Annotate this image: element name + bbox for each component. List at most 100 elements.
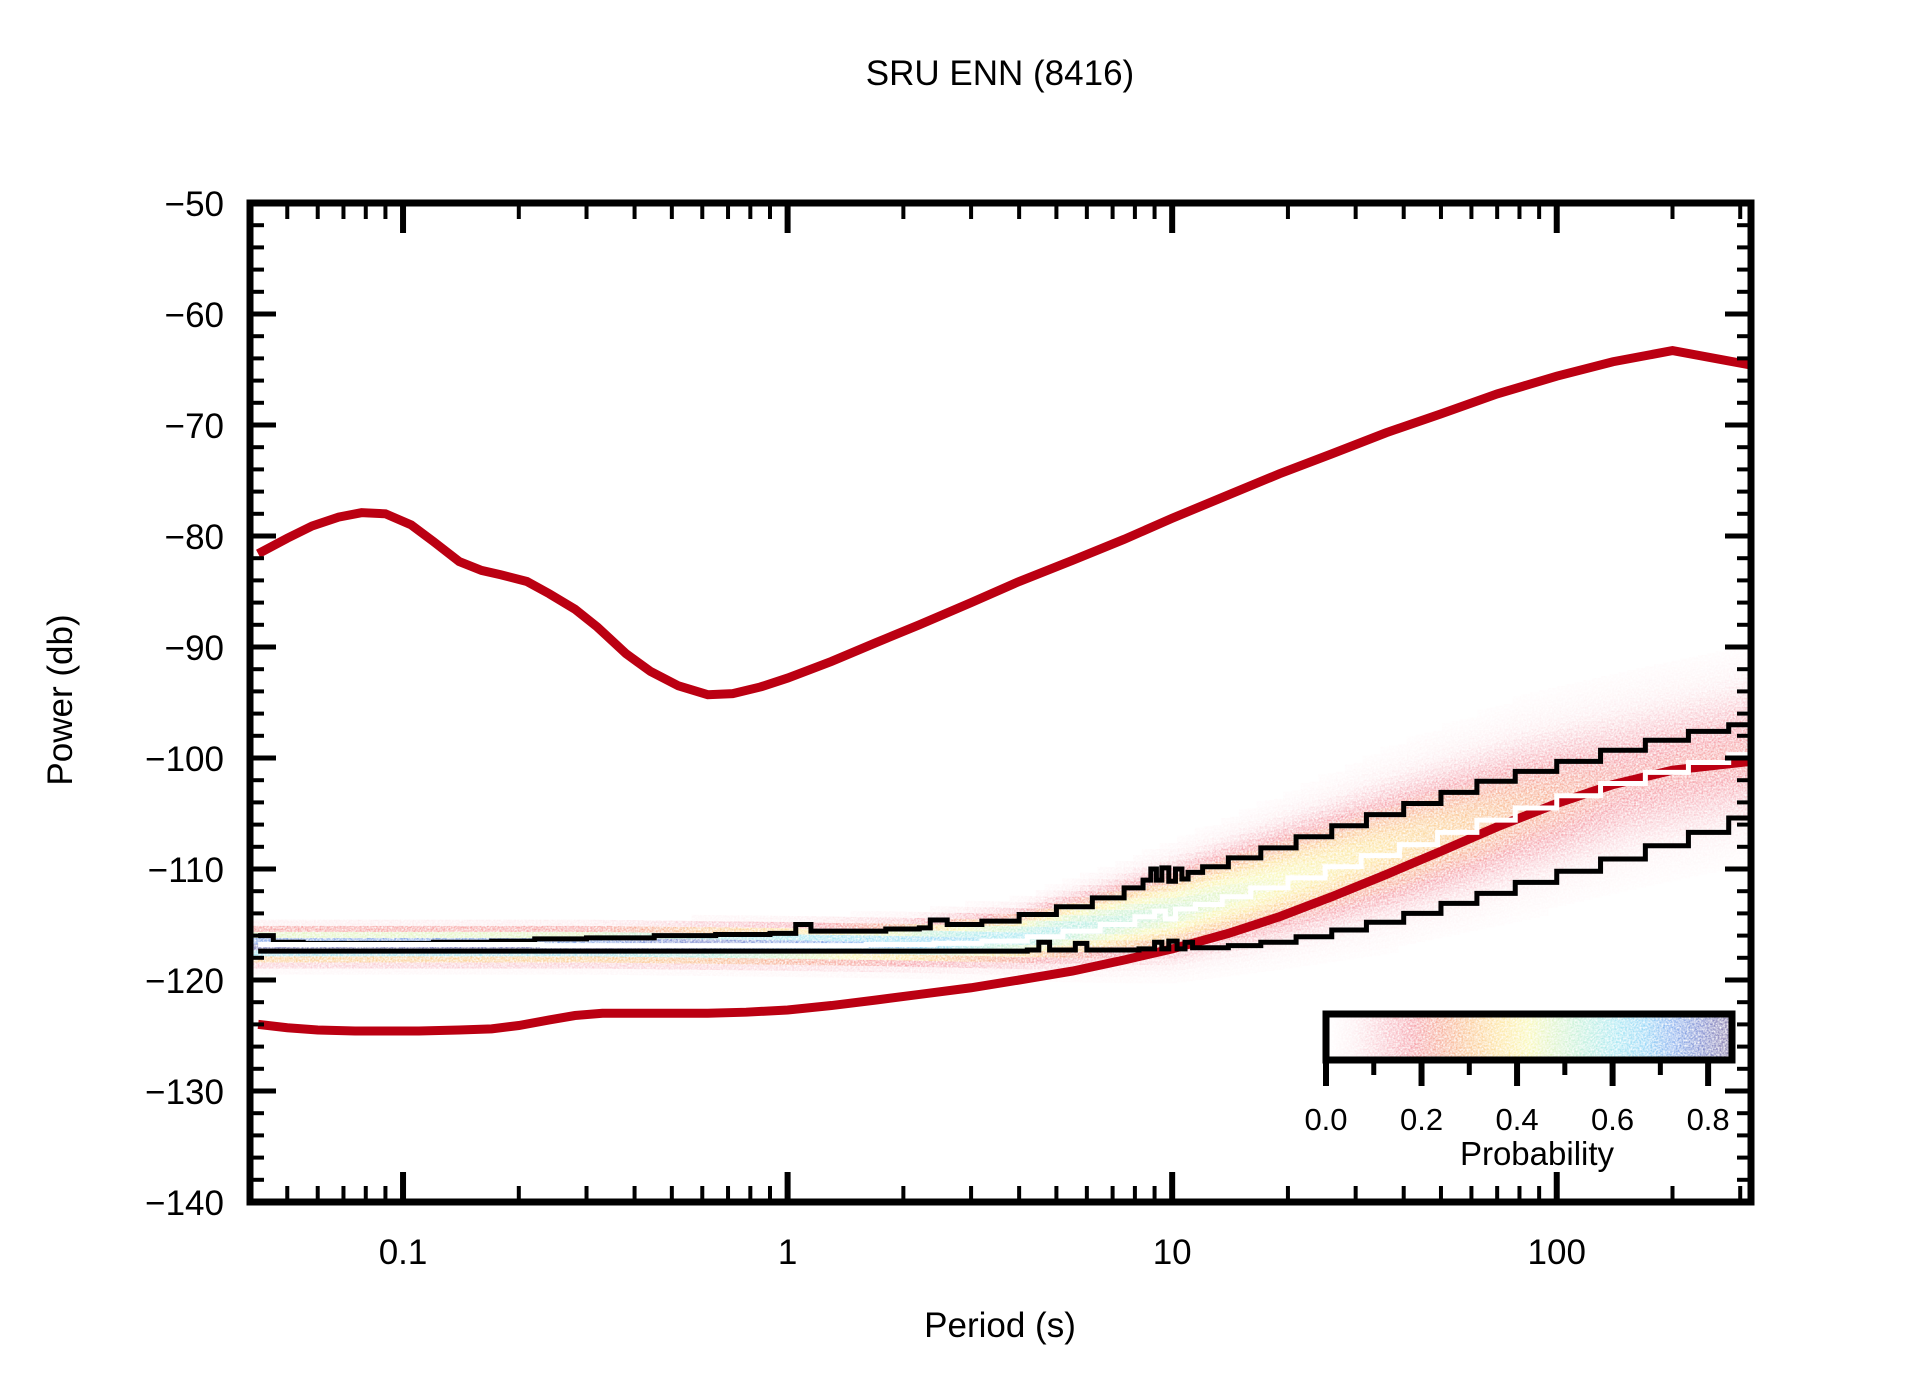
density-cell (1733, 794, 1743, 801)
density-cell (1397, 768, 1408, 775)
density-cell (1636, 668, 1646, 675)
density-cell (1362, 865, 1373, 872)
density-cell (1689, 864, 1699, 871)
density-cell (1079, 958, 1090, 965)
density-cell (1238, 882, 1249, 889)
density-cell (1406, 760, 1417, 767)
density-cell (921, 973, 931, 980)
density-cell (1636, 845, 1646, 852)
density-cell (1698, 868, 1708, 875)
density-cell (461, 968, 472, 975)
density-cell (1565, 830, 1576, 837)
density-cell (1291, 857, 1302, 864)
density-cell (267, 919, 278, 926)
density-cell (620, 968, 631, 976)
density-cell (1742, 859, 1751, 866)
density-cell (1592, 842, 1602, 849)
density-cell (294, 968, 304, 975)
density-cell (1609, 771, 1620, 778)
density-cell (1079, 884, 1090, 891)
density-cell (594, 962, 604, 969)
density-cell (1362, 767, 1373, 774)
density-cell (1494, 754, 1505, 761)
density-cell (250, 919, 260, 926)
colorbar-swatch (1699, 1014, 1703, 1060)
density-cell (1318, 914, 1328, 921)
density-cell (673, 920, 684, 927)
colorbar-swatch (1412, 1014, 1415, 1060)
density-cell (1309, 879, 1320, 886)
density-cell (726, 957, 737, 965)
density-cell (1035, 902, 1046, 909)
density-cell (1344, 874, 1355, 881)
density-cell (850, 971, 860, 978)
density-cell (841, 922, 852, 930)
density-cell (1397, 890, 1408, 897)
density-cell (506, 956, 516, 963)
density-cell (1441, 912, 1452, 919)
density-cell (1371, 888, 1381, 895)
density-cell (956, 961, 966, 968)
density-cell (1283, 864, 1293, 872)
density-cell (1742, 676, 1751, 683)
density-cell (956, 943, 966, 950)
density-cell (1441, 893, 1452, 900)
density-cell (1530, 863, 1540, 870)
density-cell (1371, 790, 1381, 797)
density-cell (550, 925, 560, 932)
density-cell (823, 916, 834, 923)
density-cell (1353, 909, 1364, 916)
density-cell (1653, 713, 1664, 720)
density-cell (1627, 700, 1637, 707)
density-cell (1309, 824, 1320, 831)
density-cell (1230, 957, 1240, 964)
density-cell (1397, 902, 1408, 910)
colorbar-swatch (1386, 1014, 1390, 1060)
density-cell (1388, 800, 1399, 807)
density-cell (1530, 905, 1540, 912)
density-cell (1177, 976, 1187, 983)
colorbar-swatch (1662, 1014, 1666, 1060)
density-cell (762, 927, 772, 934)
density-cell (770, 952, 781, 959)
density-cell (1441, 741, 1452, 748)
density-cell (1159, 952, 1169, 960)
density-cell (1609, 765, 1620, 772)
density-cell (1168, 861, 1178, 868)
density-cell (585, 968, 596, 975)
colorbar-swatch (1645, 1014, 1649, 1060)
x-tick-labels: 0.1 1 10 100 (379, 1233, 1586, 1272)
density-cell (700, 921, 710, 928)
density-cell (567, 919, 578, 926)
density-cell (1353, 921, 1364, 928)
density-cell (1486, 756, 1496, 763)
density-cell (1265, 909, 1275, 917)
density-cell (709, 945, 719, 952)
density-cell (285, 962, 295, 969)
density-cell (1336, 796, 1346, 803)
density-cell (1706, 817, 1717, 825)
density-cell (320, 944, 331, 951)
density-cell (1212, 953, 1222, 960)
density-cell (1565, 873, 1576, 880)
density-cell (1600, 889, 1611, 896)
density-cell (1742, 847, 1751, 854)
density-cell (1415, 752, 1426, 759)
density-cell (1547, 840, 1558, 847)
density-cell (700, 927, 710, 934)
density-cell (1238, 956, 1249, 963)
density-cell (1053, 927, 1064, 934)
density-cell (762, 933, 772, 941)
density-cell (1397, 793, 1408, 800)
density-cell (1477, 764, 1487, 771)
density-cell (806, 934, 816, 941)
density-cell (1494, 876, 1505, 883)
density-cell (1503, 881, 1514, 888)
density-cell (1486, 915, 1496, 922)
colorbar-swatch (1566, 1014, 1569, 1060)
colorbar-swatch (1498, 1014, 1502, 1060)
density-cell (1124, 861, 1134, 868)
density-cell (1044, 957, 1055, 964)
density-cell (1318, 945, 1328, 952)
density-cell (1380, 948, 1390, 955)
